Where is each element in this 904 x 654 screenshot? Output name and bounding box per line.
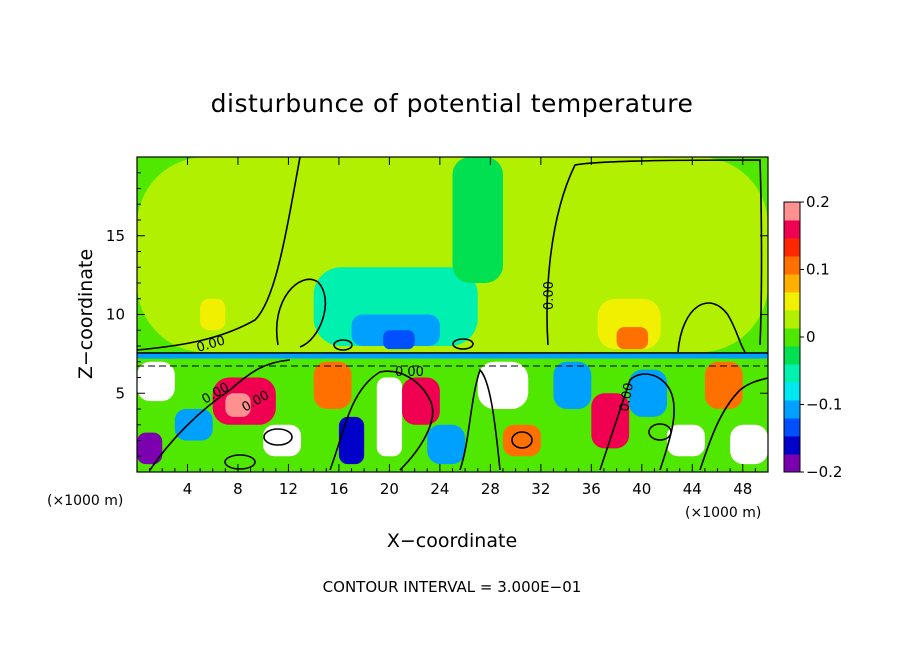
- heatmap-cell: [704, 361, 743, 409]
- x-tick-label: 40: [632, 480, 651, 498]
- x-axis-label: X−coordinate: [387, 530, 517, 552]
- heatmap-cell: [730, 424, 768, 465]
- x-tick-label: 4: [183, 480, 193, 498]
- colorbar-segment: [784, 436, 800, 455]
- colorbar-segment: [784, 220, 800, 239]
- contour-eddy-1: [263, 428, 293, 446]
- contour-lower-3: [459, 368, 501, 471]
- contour-zero-right-lobe: [677, 302, 746, 353]
- contour-eddy-3: [511, 431, 533, 449]
- colorbar-segment: [784, 454, 800, 473]
- x-unit-right: (×1000 m): [685, 505, 761, 521]
- contour-lower-1: [149, 359, 291, 471]
- heatmap-cell: [553, 361, 592, 409]
- x-tick-label: 36: [582, 480, 601, 498]
- heatmap-cell: [313, 361, 352, 409]
- x-tick-label: 44: [683, 480, 702, 498]
- colorbar-tick-label: −0.1: [806, 396, 842, 414]
- x-tick-label: 20: [380, 480, 399, 498]
- heatmap-cell: [263, 424, 302, 457]
- colorbar-segment: [784, 202, 800, 221]
- colorbar-tick-label: 0: [806, 328, 816, 346]
- y-tick-label: 10: [106, 306, 125, 324]
- heatmap-cell: [402, 377, 440, 425]
- colorbar-segment: [784, 418, 800, 437]
- colorbar-segment: [784, 310, 800, 329]
- y-axis: 5 10 15: [106, 172, 768, 457]
- colorbar: [784, 202, 800, 473]
- x-axis: 4 8 12 16 20 24 28 32 36 40 44 48: [149, 157, 756, 498]
- heatmap-cell: [427, 424, 466, 465]
- contour-eddy-6: [452, 338, 474, 350]
- heatmap-cell: [376, 377, 403, 457]
- contour-eddy-5: [333, 339, 353, 351]
- colorbar-segment: [784, 274, 800, 293]
- heatmap-cells: [137, 157, 768, 472]
- x-tick-label: 32: [531, 480, 550, 498]
- contour-label: 0.00: [617, 382, 637, 413]
- heatmap-cell: [137, 352, 768, 359]
- colorbar-tick-label: 0.1: [806, 261, 830, 279]
- x-tick-label: 16: [329, 480, 348, 498]
- contour-label: 0.00: [395, 365, 424, 380]
- chart-title: disturbunce of potential temperature: [211, 89, 694, 118]
- colorbar-segment: [784, 346, 800, 365]
- contour-label: 0.00: [542, 281, 557, 310]
- heatmap-cell: [502, 424, 541, 457]
- heatmap-cell: [338, 416, 365, 465]
- colorbar-tick-label: −0.2: [806, 463, 842, 481]
- y-axis-label: Z−coordinate: [75, 249, 97, 379]
- heatmap-cell: [629, 369, 668, 417]
- y-tick-label: 5: [115, 384, 125, 402]
- contour-lower-2: [329, 370, 434, 471]
- colorbar-segment: [784, 328, 800, 347]
- contour-zero-left: [137, 157, 301, 351]
- y-tick-label: 15: [106, 227, 125, 245]
- contour-zero-right: [546, 159, 763, 346]
- heatmap-cell: [667, 424, 705, 457]
- x-tick-label: 24: [430, 480, 449, 498]
- x-tick-label: 8: [233, 480, 243, 498]
- heatmap-cell: [452, 157, 503, 283]
- contour-eddy-4: [648, 423, 672, 441]
- heatmap-cell: [477, 361, 529, 409]
- colorbar-ticks: 0.2 0.1 0 −0.1 −0.2: [800, 193, 842, 481]
- colorbar-segment: [784, 400, 800, 419]
- x-tick-label: 48: [733, 480, 752, 498]
- contour-zero-mid-lobe: [275, 278, 327, 348]
- colorbar-segment: [784, 256, 800, 275]
- heatmap-cell: [174, 409, 213, 441]
- colorbar-segment: [784, 364, 800, 383]
- heatmap-cell: [591, 393, 630, 449]
- x-tick-label: 28: [481, 480, 500, 498]
- heatmap-cell: [200, 298, 226, 331]
- colorbar-segment: [784, 292, 800, 311]
- contour-eddy-2: [224, 454, 256, 470]
- contour-lower-4: [599, 373, 675, 471]
- contour-interval-note: CONTOUR INTERVAL = 3.000E−01: [323, 578, 582, 596]
- heatmap-cell: [616, 327, 649, 350]
- x-tick-label: 12: [279, 480, 298, 498]
- contour-lines: [137, 157, 768, 471]
- heatmap-cell: [137, 432, 163, 465]
- heatmap-cell: [383, 330, 415, 350]
- colorbar-segment: [784, 238, 800, 257]
- x-unit-left: (×1000 m): [47, 493, 123, 509]
- heatmap-cell: [137, 361, 175, 402]
- plot-area: 0.00 0.00 0.00 0.00 0.00 0.00: [137, 157, 768, 472]
- colorbar-tick-label: 0.2: [806, 193, 830, 211]
- heatmap-cell: [225, 393, 251, 417]
- contour-lower-5: [699, 377, 768, 471]
- colorbar-segment: [784, 382, 800, 401]
